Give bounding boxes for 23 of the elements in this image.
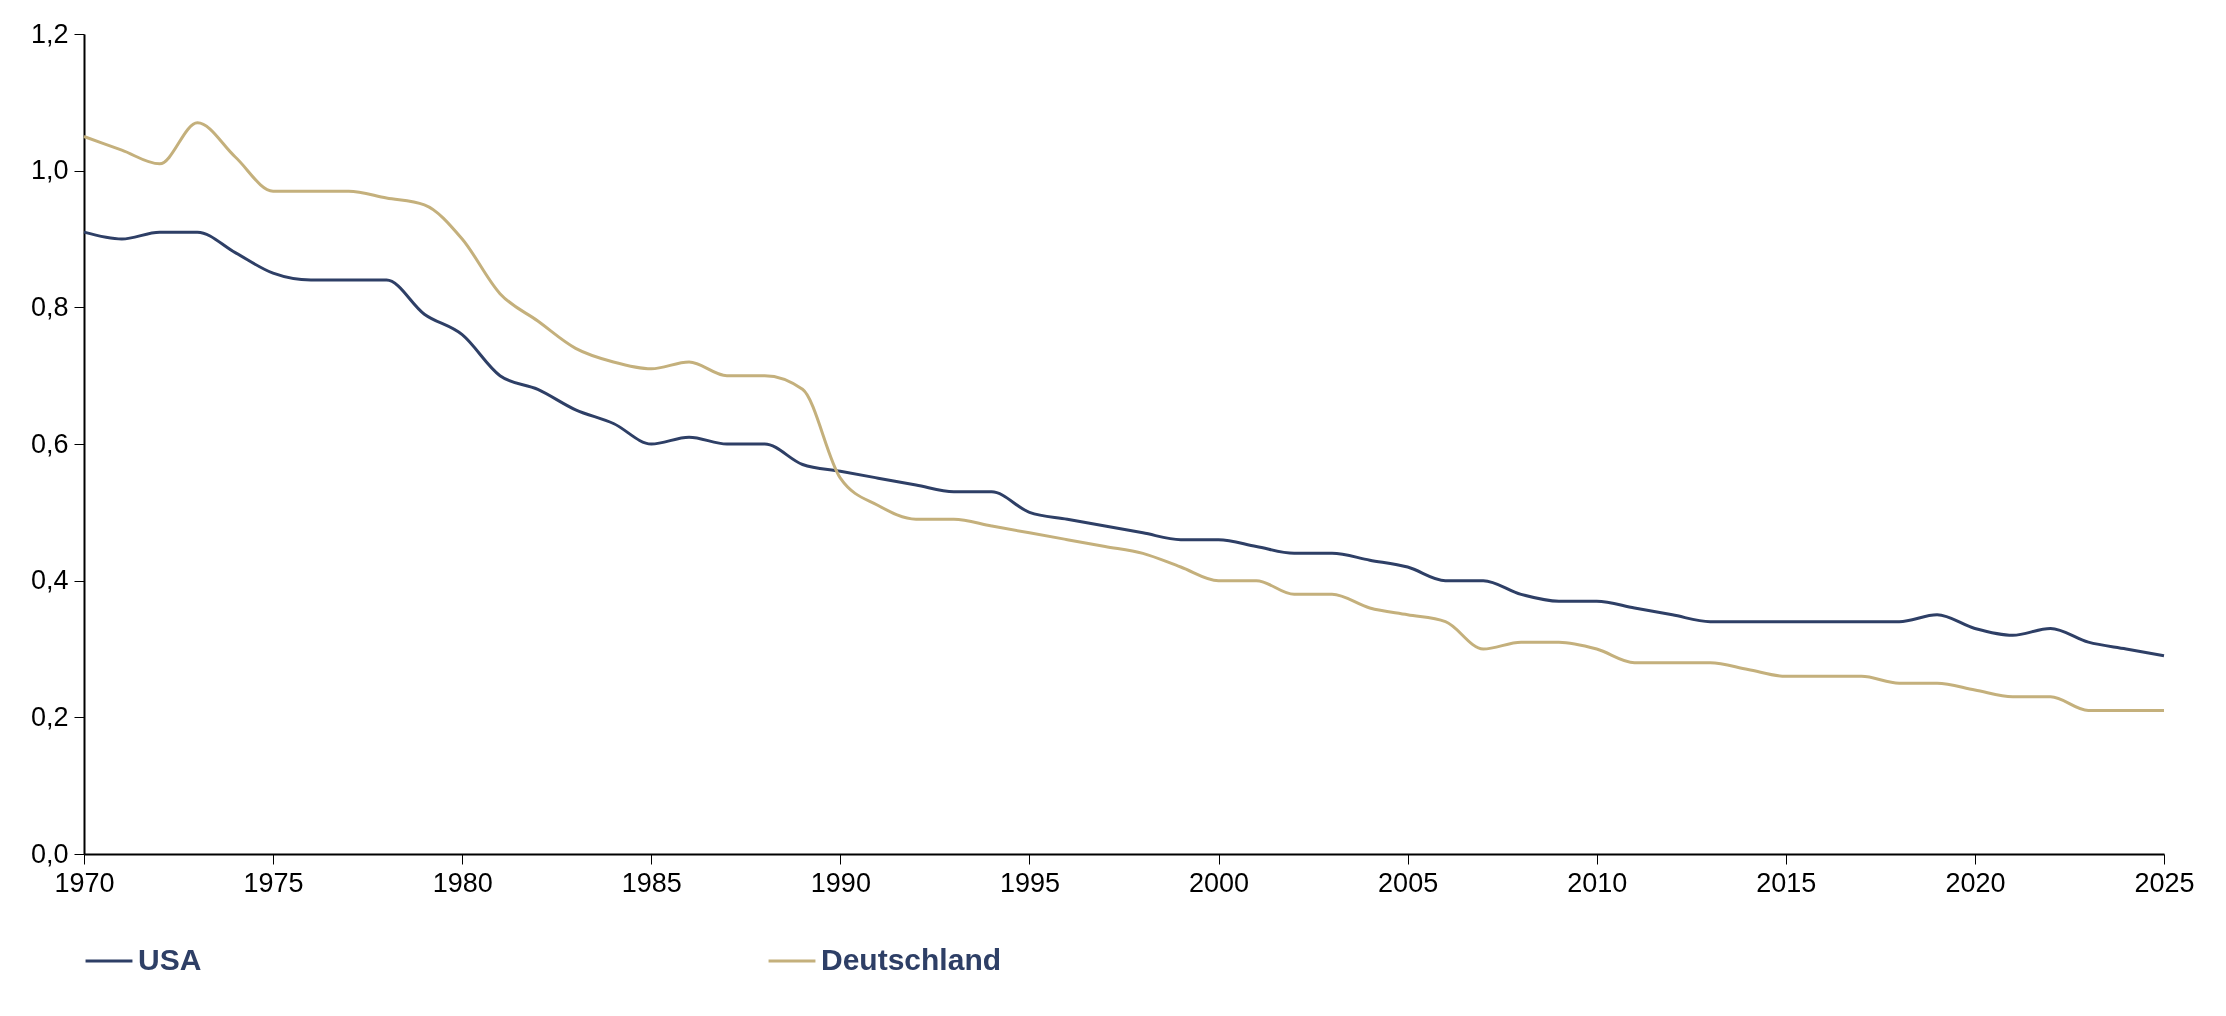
legend-label: USA <box>138 943 202 976</box>
x-tick-label: 1990 <box>810 867 871 898</box>
x-tick-label: 1975 <box>243 867 304 898</box>
y-tick-label: 0,2 <box>30 701 69 732</box>
x-tick-label: 1995 <box>999 867 1060 898</box>
y-tick-label: 0,4 <box>30 565 69 596</box>
x-tick-label: 1970 <box>54 867 115 898</box>
y-tick-label: 1,0 <box>30 155 69 186</box>
x-tick-label: 1985 <box>621 867 682 898</box>
y-tick-label: 0,8 <box>30 291 69 322</box>
y-tick-label: 0,0 <box>30 838 69 869</box>
line-series <box>82 230 2166 658</box>
x-tick-label: 2005 <box>1378 867 1439 898</box>
line-series <box>82 121 2166 712</box>
x-tick-label: 2000 <box>1189 867 1250 898</box>
x-tick-label: 2015 <box>1756 867 1817 898</box>
y-tick-label: 1,2 <box>30 18 69 49</box>
x-tick-label: 2020 <box>1945 867 2006 898</box>
x-tick-label: 2010 <box>1567 867 1628 898</box>
legend-label: Deutschland <box>821 943 1002 976</box>
x-tick-label: 1980 <box>432 867 493 898</box>
y-tick-label: 0,6 <box>30 428 69 459</box>
x-tick-label: 2025 <box>2134 867 2195 898</box>
